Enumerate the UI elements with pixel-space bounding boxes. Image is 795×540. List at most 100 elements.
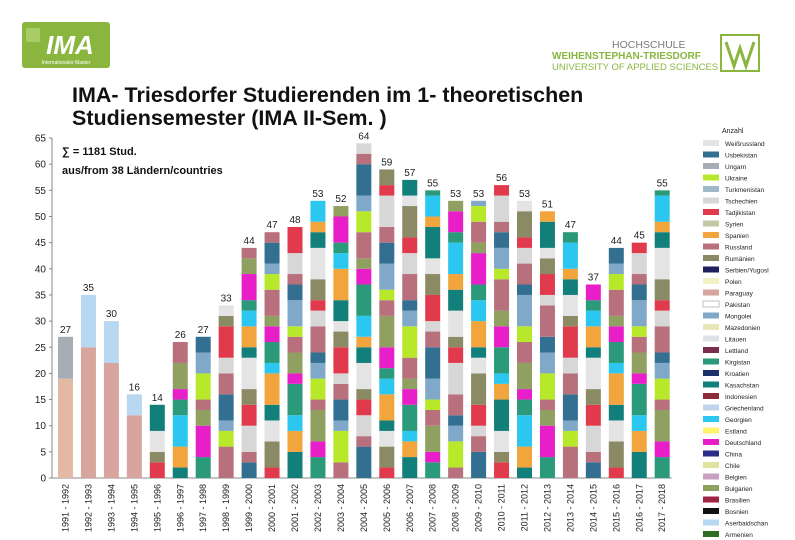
- legend-swatch: [703, 519, 719, 526]
- bar-segment: [654, 195, 670, 222]
- bar-segment: [402, 457, 418, 478]
- y-tick-label: 40: [35, 264, 47, 275]
- bar-segment: [356, 446, 372, 478]
- bar-segment: [517, 211, 532, 238]
- bar-segment: [356, 415, 372, 437]
- y-tick-label: 35: [35, 290, 47, 301]
- bar-segment: [425, 425, 441, 452]
- bar-segment: [241, 425, 257, 452]
- bar-segment: [539, 352, 555, 374]
- legend-label: Bulgarien: [725, 486, 753, 493]
- bar-segment: [425, 399, 441, 411]
- bar-segment: [241, 451, 257, 463]
- bar-value-label: 44: [611, 236, 623, 247]
- bar-segment: [654, 310, 670, 327]
- bar-segment: [631, 383, 647, 416]
- bar-value-label: 53: [312, 189, 324, 200]
- x-category-label: 2014 - 2015: [588, 484, 598, 532]
- legend-swatch: [703, 243, 719, 250]
- legend-swatch: [703, 508, 719, 514]
- bar-segment: [379, 195, 395, 227]
- legend-swatch: [703, 462, 719, 468]
- bar-segment: [517, 399, 532, 416]
- bar-value-label: 57: [404, 168, 416, 179]
- y-tick-label: 65: [35, 134, 47, 145]
- bar-segment: [356, 284, 372, 316]
- bar-segment: [585, 326, 601, 348]
- bar-segment: [517, 389, 532, 400]
- bar-segment: [539, 274, 555, 295]
- y-tick-label: 55: [35, 186, 47, 197]
- bar-segment: [379, 226, 395, 243]
- bar-segment: [356, 153, 372, 165]
- bar-segment: [585, 357, 601, 390]
- bar-segment: [379, 300, 395, 316]
- bar-segment: [494, 430, 510, 452]
- bar-segment: [562, 373, 578, 395]
- chart-title: IMA- Triesdorfer Studierenden im 1- theo…: [72, 83, 584, 130]
- bar-segment: [654, 410, 670, 442]
- legend-label: Belgien: [725, 475, 747, 482]
- bar-segment: [264, 315, 280, 327]
- bar-segment: [585, 389, 601, 405]
- bar-segment: [241, 347, 257, 358]
- bar-segment: [471, 300, 487, 322]
- legend-swatch: [703, 232, 719, 238]
- bar-segment: [631, 284, 647, 301]
- legend-label: Brasilien: [725, 498, 750, 505]
- legend-swatch: [703, 209, 719, 215]
- bar-value-label: 47: [565, 220, 577, 231]
- x-category-label: 1997 - 1998: [198, 484, 208, 532]
- legend-swatch: [703, 485, 719, 491]
- legend-label: Mazedonien: [725, 325, 761, 332]
- x-category-label: 1993 - 1994: [106, 484, 116, 532]
- bar-segment: [608, 467, 624, 478]
- legend-swatch: [703, 370, 719, 376]
- bar-segment: [517, 294, 532, 327]
- legend-label: Ungarn: [725, 164, 747, 171]
- bar-segment: [471, 321, 487, 348]
- x-category-label: 2008 - 2009: [451, 484, 461, 532]
- bar-segment: [425, 321, 441, 332]
- bar-segment: [264, 342, 280, 363]
- bar-segment: [654, 457, 670, 478]
- bar-segment: [402, 389, 418, 405]
- bar-value-label: 27: [60, 325, 72, 336]
- bar-segment: [333, 216, 349, 243]
- bar-segment: [172, 415, 188, 447]
- y-tick-label: 60: [35, 160, 47, 171]
- bar-segment: [80, 347, 96, 478]
- bar-segment: [287, 415, 303, 431]
- legend-swatch: [703, 427, 719, 434]
- bar-segment: [471, 451, 487, 478]
- bar-segment: [608, 247, 624, 264]
- bar-segment: [333, 268, 349, 301]
- bar-segment: [333, 347, 349, 374]
- y-tick-label: 25: [35, 343, 47, 354]
- bar-segment: [333, 430, 349, 463]
- bar-segment: [310, 279, 326, 301]
- bar-segment: [287, 451, 303, 478]
- bar-segment: [195, 373, 211, 400]
- bar-value-label: 30: [106, 309, 118, 320]
- bar-segment: [631, 274, 647, 285]
- bar-segment: [425, 190, 441, 196]
- legend-label: Rumänien: [725, 256, 755, 263]
- bar-segment: [333, 300, 349, 322]
- bar-segment: [264, 289, 280, 316]
- bar-segment: [562, 279, 578, 295]
- bar-segment: [195, 425, 211, 458]
- bar-value-label: 35: [83, 283, 95, 294]
- bar-value-label: 37: [588, 272, 600, 283]
- bar-segment: [471, 284, 487, 301]
- bar-segment: [654, 352, 670, 363]
- bar-segment: [356, 347, 372, 363]
- bar-segment: [356, 143, 372, 154]
- bar-segment: [631, 451, 647, 478]
- legend-swatch: [703, 404, 719, 411]
- bar-segment: [471, 242, 487, 254]
- bar-segment: [539, 247, 555, 259]
- y-tick-label: 45: [35, 238, 47, 249]
- bar-segment: [494, 347, 510, 374]
- x-category-label: 2000 - 2001: [267, 484, 277, 532]
